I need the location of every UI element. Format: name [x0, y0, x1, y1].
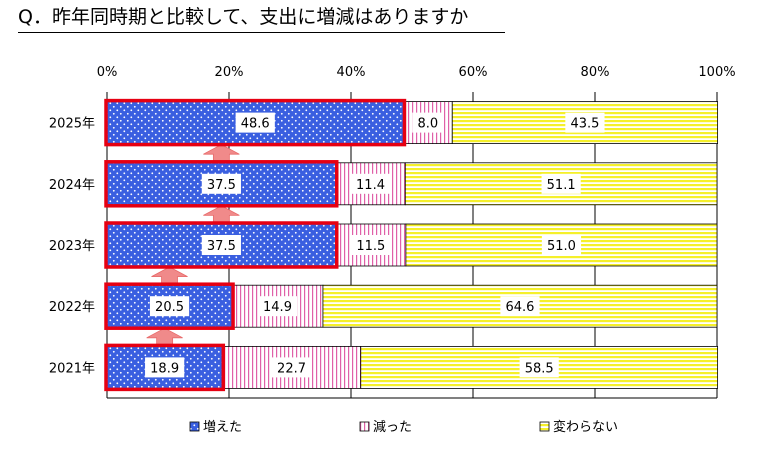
highlight-boxes — [104, 98, 407, 392]
legend-swatch — [539, 421, 550, 432]
value-label: 14.9 — [263, 300, 292, 315]
value-label-bg — [541, 235, 582, 255]
category-label: 2025年 — [49, 117, 95, 132]
legend-swatch — [359, 421, 370, 432]
value-label: 43.5 — [570, 117, 599, 132]
category-label: 2021年 — [49, 361, 95, 376]
value-label-bg — [541, 173, 581, 194]
value-label-bg — [519, 357, 559, 378]
highlight-box — [104, 160, 339, 208]
category-label: 2022年 — [49, 300, 95, 315]
x-tick-label: 80% — [581, 65, 610, 80]
highlight-box — [104, 98, 407, 147]
value-label-bg — [145, 357, 185, 378]
value-label-bg — [565, 112, 605, 133]
category-label: 2023年 — [49, 239, 95, 254]
value-label: 58.5 — [525, 361, 554, 376]
value-label: 18.9 — [150, 361, 179, 376]
value-labels: 48.6 8.0 43.5 37.5 11.4 51.1 37.5 11.5 51.0 20.5 1… — [145, 112, 605, 378]
value-label-bg — [350, 173, 391, 194]
value-label-bg — [149, 296, 190, 317]
trend-arrow — [203, 144, 240, 163]
value-label: 51.1 — [547, 178, 576, 193]
trend-arrow — [151, 266, 188, 285]
category-labels: 2025年 2024年 2023年 2022年 2021年 — [49, 117, 95, 377]
value-label-bg — [235, 112, 275, 133]
value-label-bg — [351, 235, 391, 255]
value-label: 37.5 — [207, 178, 236, 193]
x-tick-label: 60% — [459, 65, 488, 80]
x-tick-label: 100% — [698, 65, 735, 80]
x-tick-label: 20% — [215, 65, 244, 80]
value-label-bg — [500, 296, 540, 317]
legend-swatch — [189, 421, 200, 432]
legend-label: 増えた — [203, 420, 242, 435]
legend-label: 変わらない — [553, 419, 618, 435]
highlight-box — [104, 221, 339, 269]
highlight-box — [104, 343, 226, 392]
trend-arrow — [146, 327, 183, 346]
value-label: 8.0 — [418, 117, 439, 132]
page-title: Q．昨年同時期と比較して、支出に増減はありますか — [18, 6, 469, 28]
value-label: 37.5 — [207, 239, 236, 254]
category-label: 2024年 — [49, 178, 95, 193]
value-label-bg — [201, 173, 241, 194]
x-tick-label: 0% — [97, 65, 118, 80]
value-label-bg — [271, 357, 312, 378]
value-label-bg — [201, 235, 241, 255]
legend-label: 減った — [373, 419, 412, 435]
legend: 増えた 減った 変わらない — [189, 419, 618, 435]
value-label: 22.7 — [277, 361, 306, 376]
value-label-bg — [412, 112, 444, 133]
value-label: 48.6 — [241, 117, 270, 132]
value-label: 64.6 — [505, 300, 534, 315]
trend-arrow — [203, 205, 240, 224]
title-underline — [18, 32, 505, 33]
value-label: 20.5 — [155, 300, 184, 315]
value-label: 11.5 — [356, 239, 385, 254]
x-tick-labels: 0% 20% 40% 60% 80% 100% — [97, 65, 736, 80]
highlight-box — [104, 282, 235, 330]
value-label: 51.0 — [547, 239, 576, 254]
x-tick-label: 40% — [337, 65, 366, 80]
value-label: 11.4 — [356, 178, 385, 193]
value-label-bg — [257, 296, 298, 317]
